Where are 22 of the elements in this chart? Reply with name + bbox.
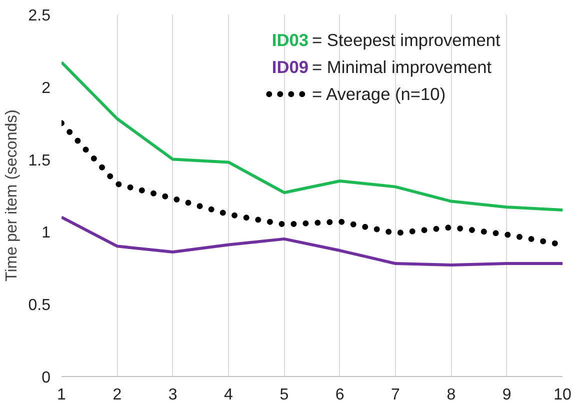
y-tick-label: 2.5	[28, 8, 51, 24]
x-tick-label: 4	[224, 386, 234, 402]
x-tick-label: 5	[280, 386, 289, 402]
y-tick-label: 0.5	[28, 297, 51, 314]
text: ID09 = Minimal improvement	[272, 56, 492, 77]
x-tick-label: 3	[168, 386, 178, 402]
y-tick-label: 0	[42, 370, 51, 386]
y-axis-title: Time per item (seconds)	[3, 110, 20, 282]
x-tick-label: 1	[57, 386, 66, 402]
line-series	[62, 216, 562, 267]
legend-label: = Average (n=10)	[312, 84, 446, 104]
x-tick-label: 7	[391, 386, 400, 402]
text: ID03 = Steepest improvement	[272, 30, 500, 50]
x-tick-label: 9	[502, 386, 512, 402]
x-tick-label: 10	[554, 386, 572, 402]
line-series	[62, 60, 562, 212]
x-tick-label: 6	[335, 386, 344, 402]
y-tick-label: 2	[42, 80, 51, 97]
x-tick-label: 2	[112, 386, 122, 402]
x-tick-label: 8	[446, 386, 456, 402]
y-tick-label: 1	[42, 224, 51, 242]
y-tick-label: 1.5	[28, 152, 51, 170]
